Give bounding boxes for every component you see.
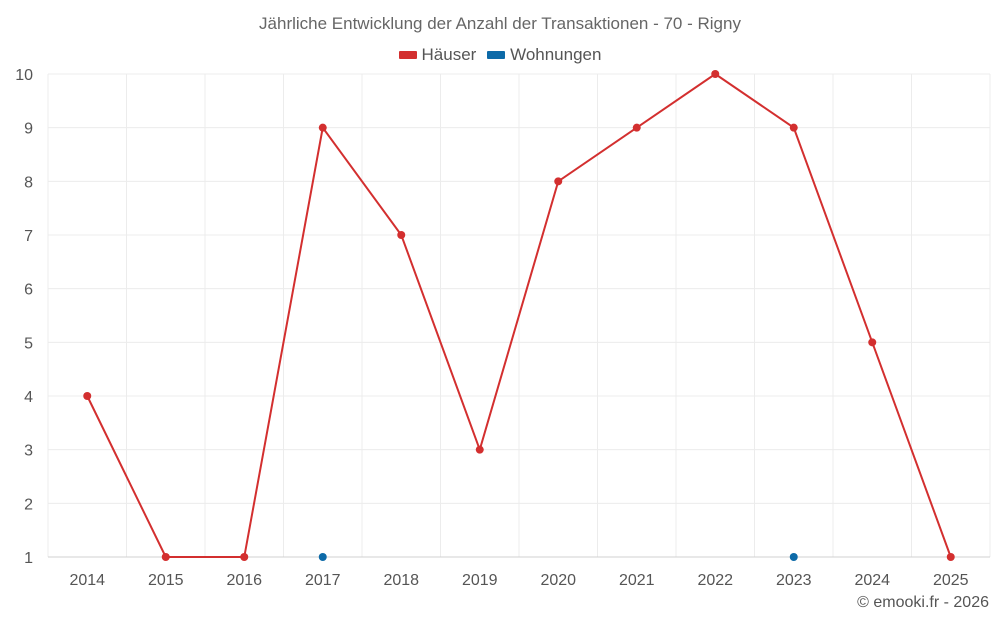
legend-item-haeuser[interactable]: Häuser <box>398 45 477 65</box>
legend-swatch-haeuser <box>398 51 417 59</box>
data-point[interactable] <box>161 553 170 561</box>
series-0 <box>83 70 955 561</box>
x-axis-labels: 2014 2015 2016 2017 2018 2019 2020 2021 2022 2023… <box>69 572 968 589</box>
series-1 <box>318 553 798 561</box>
x-tick-label: 2015 <box>148 572 184 589</box>
data-point[interactable] <box>475 445 484 454</box>
legend-swatch-wohnungen <box>487 51 506 59</box>
legend-label-haeuser: Häuser <box>421 45 477 64</box>
x-tick-label: 2017 <box>305 572 341 589</box>
y-tick-label: 8 <box>24 174 33 191</box>
chart-series <box>83 70 955 561</box>
data-point[interactable] <box>632 123 641 132</box>
data-point[interactable] <box>83 392 92 400</box>
x-tick-label: 2022 <box>697 572 733 589</box>
data-point[interactable] <box>789 553 798 561</box>
data-point[interactable] <box>397 231 406 239</box>
data-point[interactable] <box>946 553 955 561</box>
y-tick-label: 2 <box>24 496 33 513</box>
data-point[interactable] <box>868 338 877 347</box>
data-point[interactable] <box>711 70 720 78</box>
x-tick-label: 2021 <box>619 572 655 589</box>
data-point[interactable] <box>318 123 327 132</box>
data-point[interactable] <box>554 177 563 186</box>
y-tick-label: 5 <box>24 335 33 352</box>
x-tick-label: 2014 <box>69 572 105 589</box>
x-tick-label: 2016 <box>226 572 262 589</box>
y-tick-label: 3 <box>24 443 33 460</box>
y-tick-label: 9 <box>24 121 33 138</box>
x-tick-label: 2018 <box>383 572 419 589</box>
legend-label-wohnungen: Wohnungen <box>510 45 602 64</box>
data-point[interactable] <box>789 123 798 132</box>
y-axis-labels: 1 2 3 4 5 6 7 8 9 10 <box>15 67 33 567</box>
y-tick-label: 4 <box>24 389 33 406</box>
series-line <box>86 72 952 558</box>
credit-text: © emooki.fr - 2026 <box>857 594 989 611</box>
x-tick-label: 2020 <box>540 572 576 589</box>
x-tick-label: 2024 <box>854 572 890 589</box>
x-tick-label: 2019 <box>462 572 498 589</box>
x-tick-label: 2023 <box>776 572 812 589</box>
data-point[interactable] <box>240 553 249 561</box>
x-tick-label: 2025 <box>933 572 969 589</box>
y-tick-label: 10 <box>15 67 33 84</box>
chart-legend: Häuser Wohnungen <box>0 44 1000 65</box>
chart-title: Jährliche Entwicklung der Anzahl der Tra… <box>259 14 741 33</box>
y-tick-label: 1 <box>24 550 33 567</box>
y-tick-label: 6 <box>24 282 33 299</box>
y-tick-label: 7 <box>24 228 33 245</box>
legend-item-wohnungen[interactable]: Wohnungen <box>487 45 601 65</box>
data-point[interactable] <box>318 553 327 561</box>
